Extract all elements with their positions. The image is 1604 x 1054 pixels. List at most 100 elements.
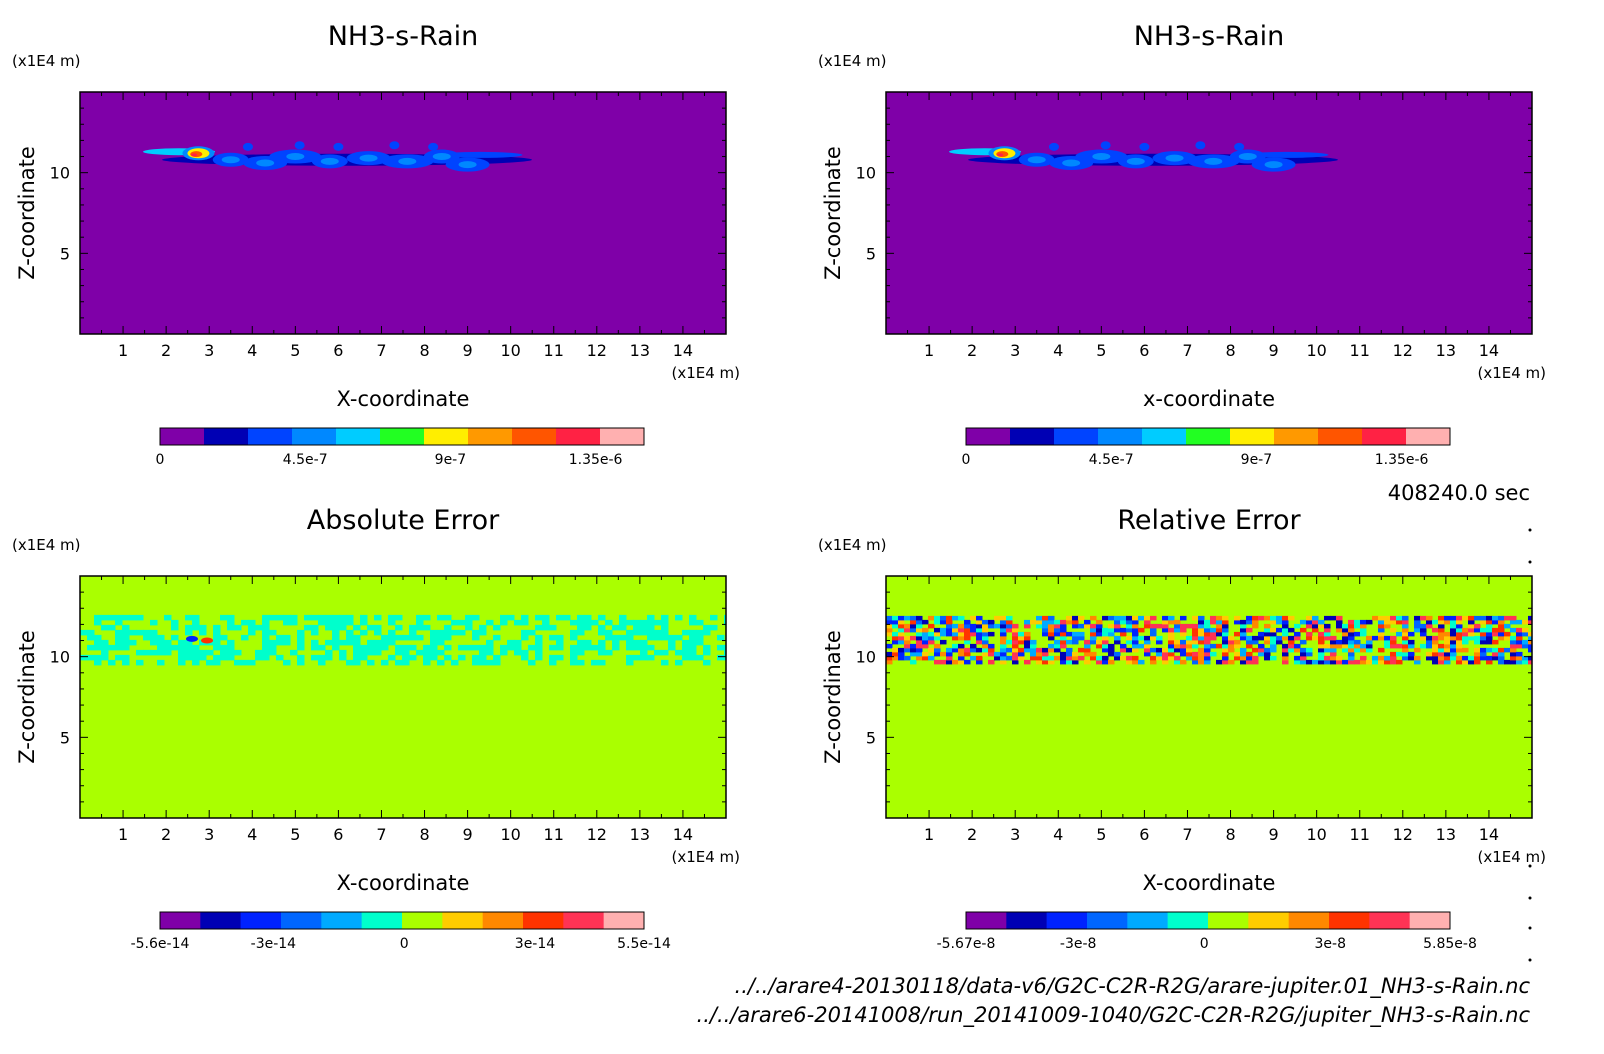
abs-error-cell xyxy=(451,619,459,626)
rel-error-cell xyxy=(1318,631,1325,637)
rel-error-cell xyxy=(892,619,899,625)
rel-error-cell xyxy=(1246,635,1253,641)
rel-error-cell xyxy=(904,615,911,621)
abs-error-cell xyxy=(689,634,697,641)
rel-error-cell xyxy=(1438,623,1445,629)
abs-error-cell xyxy=(402,634,410,641)
rel-error-cell xyxy=(1018,651,1025,657)
abs-error-cell xyxy=(577,624,585,631)
rain-cell-core xyxy=(458,161,477,169)
rel-error-cell xyxy=(1480,655,1487,661)
colorbar-swatch xyxy=(1006,912,1047,929)
abs-error-cell xyxy=(94,659,102,666)
rel-error-cell xyxy=(1132,615,1139,621)
colorbar-swatch xyxy=(1208,912,1249,929)
y-axis-label: Z-coordinate xyxy=(821,630,845,764)
rel-error-cell xyxy=(1342,623,1349,629)
rel-error-cell xyxy=(1486,619,1493,625)
rel-error-cell xyxy=(1012,639,1019,645)
rel-error-cell xyxy=(916,651,923,657)
rel-error-cell xyxy=(1084,647,1091,653)
rel-error-cell xyxy=(1174,623,1181,629)
rel-error-cell xyxy=(1264,651,1271,657)
abs-error-cell xyxy=(444,624,452,631)
rel-error-cell xyxy=(1222,659,1229,665)
rel-error-cell xyxy=(1108,647,1115,653)
x-tick-label: 4 xyxy=(1053,825,1063,844)
rel-error-cell xyxy=(1306,651,1313,657)
abs-error-cell xyxy=(171,624,179,631)
rel-error-cell xyxy=(1168,647,1175,653)
rel-error-cell xyxy=(952,635,959,641)
rel-error-cell xyxy=(1246,615,1253,621)
abs-error-cell xyxy=(521,619,529,626)
abs-error-cell xyxy=(430,629,438,636)
rel-error-cell xyxy=(1396,643,1403,649)
abs-error-cell xyxy=(94,614,102,621)
abs-error-cell xyxy=(395,649,403,656)
rel-error-cell xyxy=(946,631,953,637)
abs-error-cell xyxy=(332,614,340,621)
abs-error-cell xyxy=(171,634,179,641)
rel-error-cell xyxy=(1462,627,1469,633)
rel-error-cell xyxy=(1342,639,1349,645)
abs-error-cell xyxy=(423,624,431,631)
abs-error-cell xyxy=(241,619,249,626)
abs-error-cell xyxy=(535,639,543,646)
rel-error-cell xyxy=(1354,643,1361,649)
rel-error-cell xyxy=(1090,639,1097,645)
abs-error-cell xyxy=(374,629,382,636)
rel-error-cell xyxy=(1048,627,1055,633)
rel-error-cell xyxy=(916,619,923,625)
rel-error-cell xyxy=(1192,643,1199,649)
abs-error-cell xyxy=(500,644,508,651)
abs-error-cell xyxy=(164,649,172,656)
rel-error-cell xyxy=(1222,615,1229,621)
rel-error-cell xyxy=(946,623,953,629)
abs-error-cell xyxy=(325,649,333,656)
abs-error-cell xyxy=(640,624,648,631)
abs-error-cell xyxy=(668,644,676,651)
abs-error-cell xyxy=(612,644,620,651)
rel-error-cell xyxy=(964,651,971,657)
x-axis-label: X-coordinate xyxy=(337,387,470,411)
colorbar-swatch xyxy=(1362,428,1407,445)
abs-error-cell xyxy=(724,649,726,656)
rel-error-cell xyxy=(1102,639,1109,645)
rel-error-cell xyxy=(1390,643,1397,649)
rel-error-cell xyxy=(1318,623,1325,629)
abs-error-cell xyxy=(675,649,683,656)
rel-error-cell xyxy=(1048,647,1055,653)
rel-error-cell xyxy=(892,647,899,653)
rel-error-cell xyxy=(1372,659,1379,665)
y-unit-label: (x1E4 m) xyxy=(818,52,887,70)
rel-error-cell xyxy=(1126,639,1133,645)
abs-error-cell xyxy=(388,639,396,646)
rel-error-cell xyxy=(1078,615,1085,621)
abs-error-cell xyxy=(626,634,634,641)
rel-error-cell xyxy=(1240,619,1247,625)
rel-error-cell xyxy=(1246,619,1253,625)
rain-cap xyxy=(389,141,400,150)
rel-error-cell xyxy=(1324,659,1331,665)
abs-error-cell xyxy=(143,634,151,641)
abs-error-cell xyxy=(381,659,389,666)
rel-error-cell xyxy=(1228,659,1235,665)
rel-error-cell xyxy=(958,643,965,649)
abs-error-cell xyxy=(143,629,151,636)
rel-error-cell xyxy=(940,619,947,625)
colorbar-label: 5.5e-14 xyxy=(617,936,671,952)
rel-error-cell xyxy=(1264,631,1271,637)
rel-error-cell xyxy=(1240,651,1247,657)
y-unit-label: (x1E4 m) xyxy=(12,536,81,554)
rel-error-cell xyxy=(1120,647,1127,653)
rel-error-cell xyxy=(1504,635,1511,641)
rel-error-cell xyxy=(976,615,983,621)
abs-error-cell xyxy=(339,654,347,661)
abs-error-cell xyxy=(626,654,634,661)
abs-error-cell xyxy=(521,614,529,621)
rel-error-cell xyxy=(1354,639,1361,645)
colorbar-swatch xyxy=(240,912,282,929)
abs-error-cell xyxy=(689,644,697,651)
abs-error-cell xyxy=(584,644,592,651)
